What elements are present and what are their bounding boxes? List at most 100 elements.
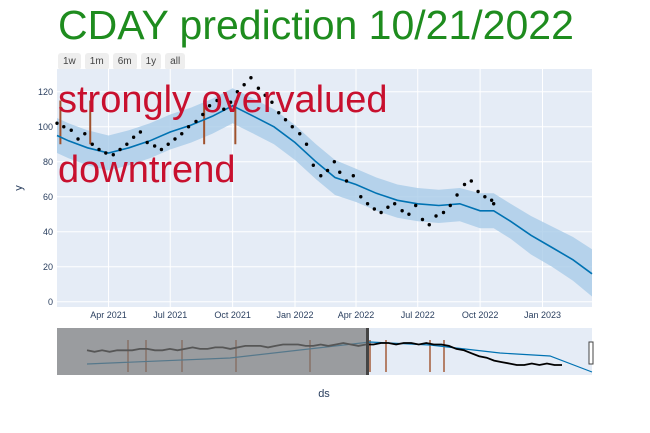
forecast-line [56, 104, 593, 275]
actual-point [125, 142, 129, 146]
x-tick-label: Oct 2022 [462, 310, 499, 320]
page-title: CDAY prediction 10/21/2022 [58, 2, 574, 48]
y-tick-label: 20 [43, 262, 53, 272]
actual-point [441, 210, 446, 215]
uncertainty-band [57, 88, 592, 297]
actual-point [462, 182, 467, 187]
range-button-1w[interactable]: 1w [58, 53, 81, 70]
actual-point [180, 132, 184, 136]
actual-point [311, 163, 316, 167]
actual-point [235, 90, 240, 94]
navigator-handle-left[interactable] [366, 328, 369, 375]
actual-point [414, 203, 418, 208]
actual-point [104, 151, 108, 155]
actual-point [392, 202, 397, 206]
actual-point [194, 119, 198, 124]
actual-point [215, 98, 219, 103]
actual-point [256, 86, 261, 90]
actual-point [201, 112, 205, 117]
actual-point [325, 168, 330, 173]
actual-point [455, 193, 459, 197]
actual-point [138, 130, 143, 134]
navigator-handle-right[interactable] [588, 341, 594, 365]
y-tick-label: 120 [38, 87, 53, 97]
plot-area [57, 69, 592, 307]
actual-point [298, 132, 302, 136]
y-tick-labels: 0 20 40 60 80 100 120 [38, 87, 53, 307]
actual-point [207, 104, 212, 108]
y-tick-label: 60 [43, 192, 53, 202]
actual-point [372, 207, 377, 211]
actual-point [270, 100, 274, 104]
x-tick-label: Apr 2022 [338, 310, 375, 320]
actual-point [476, 189, 480, 194]
actual-point [420, 217, 425, 222]
actual-point [386, 205, 390, 209]
actual-point [489, 198, 494, 202]
actual-point [491, 202, 496, 206]
actual-point [319, 174, 323, 178]
actual-points [55, 76, 496, 227]
actual-point [173, 137, 177, 141]
actual-point [222, 107, 226, 111]
actual-point [448, 203, 452, 208]
x-tick-label: Jan 2022 [276, 310, 313, 320]
actual-point [186, 125, 191, 129]
actual-point [152, 144, 157, 148]
navigator-mask [57, 328, 368, 375]
actual-point [351, 174, 356, 178]
actual-point [434, 214, 438, 218]
range-selector: 1w 1m 6m 1y all [58, 53, 186, 70]
actual-point [166, 142, 170, 146]
x-tick-label: Oct 2021 [214, 310, 251, 320]
actual-point [118, 147, 122, 152]
actual-point [283, 118, 288, 122]
y-axis-label: y [13, 185, 25, 191]
actual-point [359, 195, 363, 199]
y-tick-label: 100 [38, 122, 53, 132]
actual-point [277, 111, 281, 115]
actual-point [76, 137, 80, 141]
actual-point [242, 83, 246, 87]
range-button-6m[interactable]: 6m [112, 53, 137, 70]
actual-point [249, 76, 253, 80]
actual-point [304, 142, 309, 146]
x-tick-label: Apr 2021 [90, 310, 127, 320]
y-tick-label: 80 [43, 157, 53, 167]
x-tick-label: Jul 2022 [401, 310, 435, 320]
range-button-1y[interactable]: 1y [140, 53, 162, 70]
x-tick-labels: Apr 2021 Jul 2021 Oct 2021 Jan 2022 Apr 2022… [90, 310, 561, 320]
range-button-1m[interactable]: 1m [84, 53, 109, 70]
x-axis-label: ds [318, 388, 330, 400]
range-button-all[interactable]: all [165, 53, 186, 70]
actual-point [145, 140, 149, 145]
actual-point [344, 179, 349, 183]
actual-point [407, 212, 411, 216]
actual-point [427, 223, 431, 227]
actual-point [332, 160, 337, 164]
x-tick-label: Jan 2023 [524, 310, 561, 320]
actual-point [83, 132, 87, 136]
actual-point [97, 147, 101, 152]
x-tick-label: Jul 2021 [153, 310, 187, 320]
actual-point [111, 153, 115, 157]
actual-point [290, 125, 294, 129]
actual-point [365, 202, 370, 206]
grid-lines [57, 69, 592, 307]
y-tick-label: 40 [43, 227, 53, 237]
actual-point [55, 121, 59, 125]
actual-point [263, 93, 267, 97]
actual-point [159, 147, 164, 152]
actual-point [90, 142, 94, 146]
y-tick-label: 0 [48, 297, 53, 307]
annotation-overvalued: strongly overvalued [58, 79, 388, 121]
actual-point [69, 128, 73, 132]
actual-point [400, 209, 404, 213]
actual-point [379, 210, 383, 215]
actual-point [338, 170, 342, 174]
annotation-downtrend: downtrend [58, 149, 235, 191]
range-navigator[interactable] [57, 328, 594, 375]
actual-point [62, 125, 66, 129]
actual-point [469, 179, 474, 183]
